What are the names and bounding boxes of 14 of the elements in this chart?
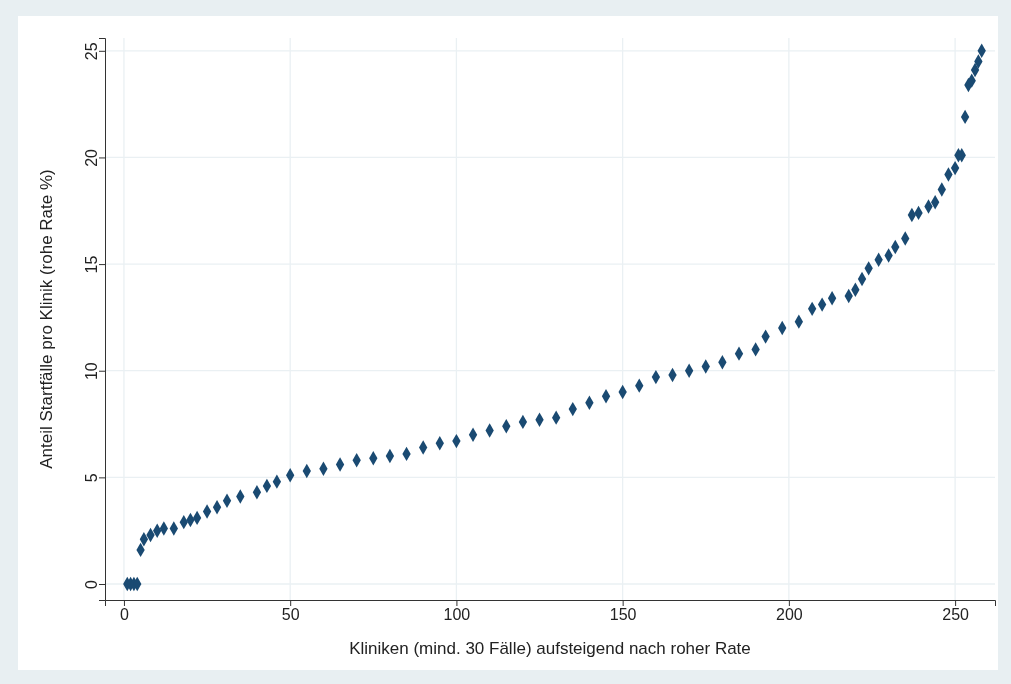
x-tick-label: 200 [776,606,803,624]
x-tick-label: 100 [443,606,471,624]
y-axis-title: Anteil Startfälle pro Klinik (rohe Rate %) [37,169,56,469]
x-tick-label: 150 [609,606,637,624]
y-tick-label: 10 [82,362,100,381]
y-tick-label: 5 [82,473,100,483]
y-tick-label: 0 [82,579,100,589]
x-tick-label: 250 [942,606,970,624]
y-tick-label: 20 [82,148,100,167]
y-tick-label: 15 [82,255,100,274]
x-axis-title: Kliniken (mind. 30 Fälle) aufsteigend nach roher Rate [349,639,751,658]
x-tick-label: 50 [281,606,300,624]
y-tick-label: 25 [82,42,100,61]
x-tick-label: 0 [120,606,129,624]
